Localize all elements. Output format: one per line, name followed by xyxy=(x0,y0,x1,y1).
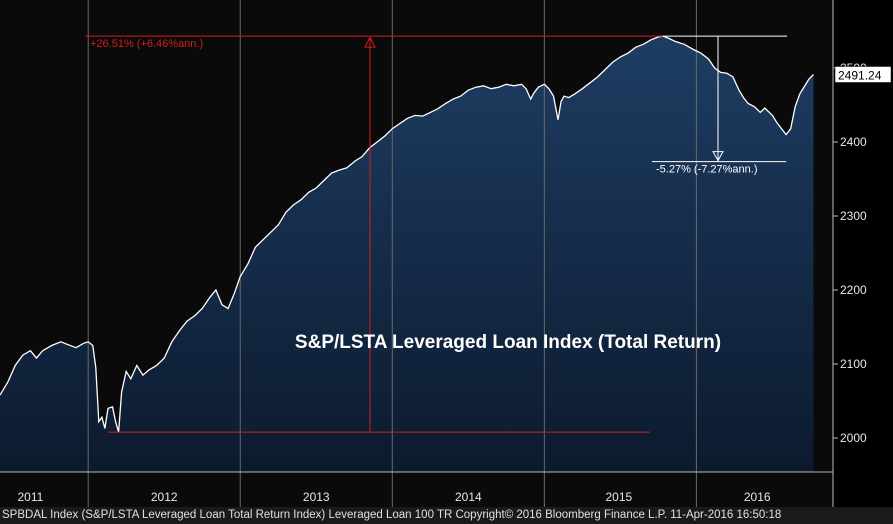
last-value-label: 2491.24 xyxy=(838,68,882,82)
x-tick-label: 2012 xyxy=(151,490,178,504)
x-tick-label: 2011 xyxy=(18,490,44,504)
last-value-box xyxy=(834,66,892,83)
y-tick-label: 2100 xyxy=(840,357,867,371)
y-tick-label: 2300 xyxy=(840,209,867,223)
series-line xyxy=(0,35,814,433)
drawdown-annotation-label: -5.27% (-7.27%ann.) xyxy=(656,164,758,176)
annotations: +26.51% (+6.46%ann.) -5.27% (-7.27%ann.) xyxy=(85,35,787,433)
chart: +26.51% (+6.46%ann.)-5.27% (-7.27%ann.) … xyxy=(0,0,892,507)
footer-text: SPBDAL Index (S&P/LSTA Leveraged Loan To… xyxy=(0,507,893,524)
y-tick-label: 2200 xyxy=(840,283,867,297)
x-axis: 2011 2012 2013 2014 2015 2016 xyxy=(0,471,833,504)
x-tick-label: 2015 xyxy=(606,490,633,504)
y-tick-label: 2400 xyxy=(840,135,867,149)
chart-title: S&P/LSTA Leveraged Loan Index (Total Ret… xyxy=(295,332,721,353)
y-tick-label: 2000 xyxy=(840,431,867,445)
x-tick-label: 2014 xyxy=(455,490,482,504)
drawdown-arrowhead xyxy=(712,151,724,162)
x-tick-label: 2013 xyxy=(303,490,330,504)
y-axis: 2000210022002300240025002491.24 xyxy=(832,0,892,507)
rise-arrowhead xyxy=(364,36,376,48)
grid xyxy=(87,0,697,507)
area-fill xyxy=(0,36,814,472)
x-tick-label: 2016 xyxy=(744,490,771,504)
rise-annotation-label: +26.51% (+6.46%ann.) xyxy=(90,38,203,50)
